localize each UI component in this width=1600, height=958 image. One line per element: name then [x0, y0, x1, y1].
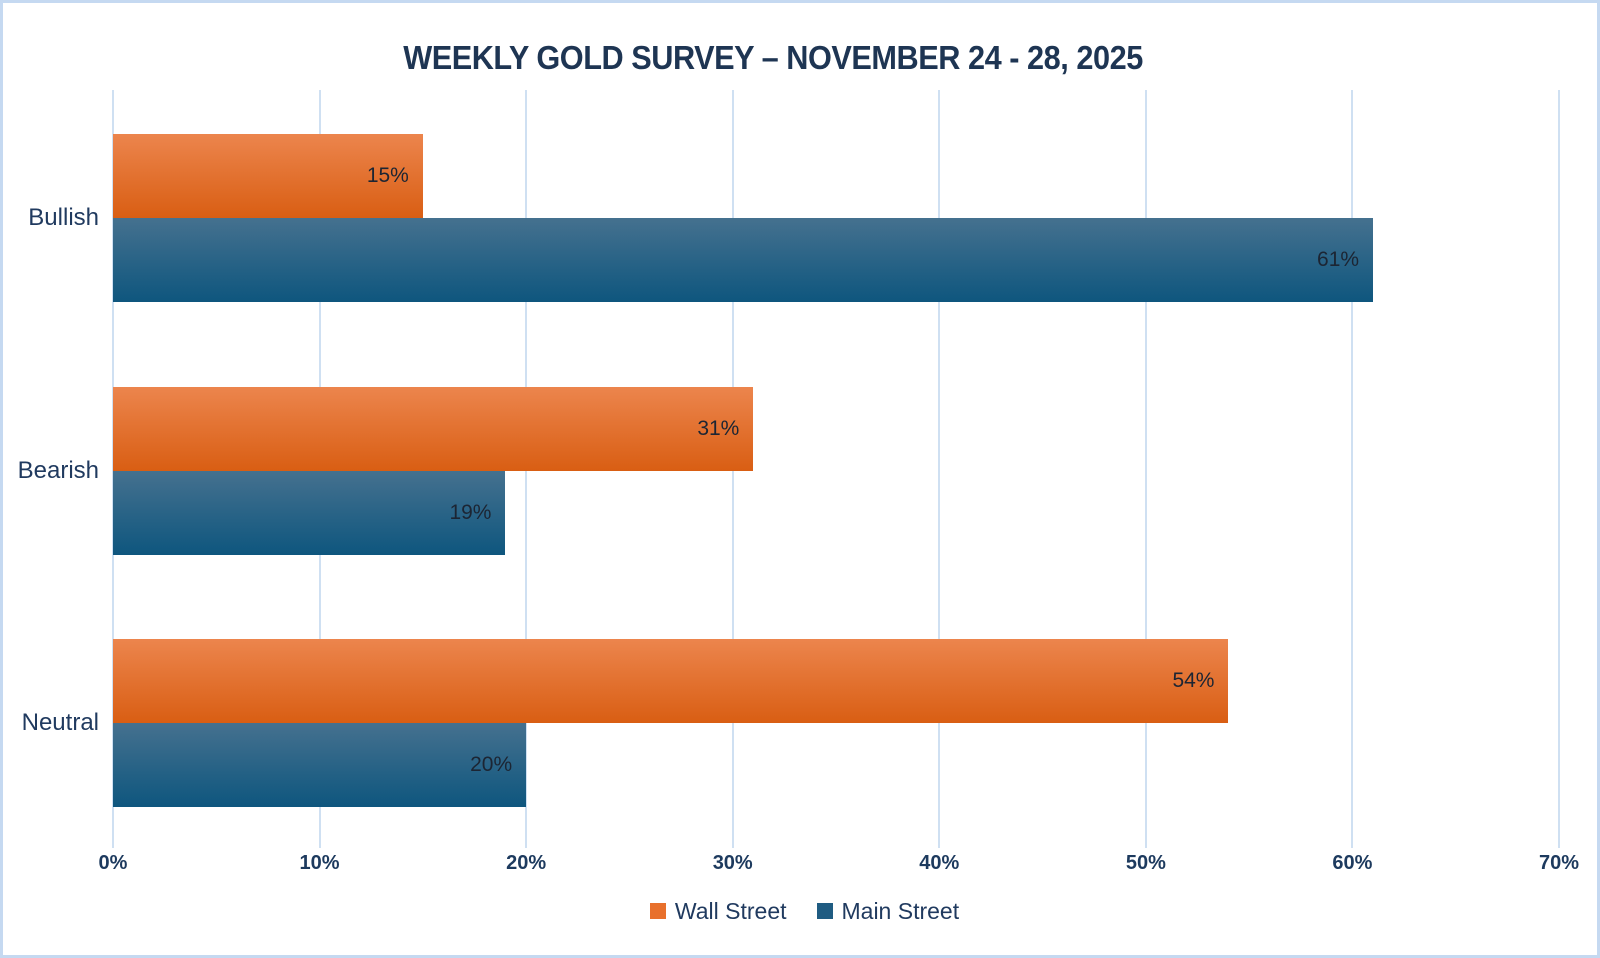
x-axis-tick-label: 0% [98, 852, 128, 874]
bar-wall-street-bearish: 31% [113, 386, 754, 471]
value-label: 20% [470, 753, 513, 777]
legend-swatch-wall-street [649, 903, 666, 919]
legend-item-main-street: Main Street [816, 897, 960, 925]
chart-title: WEEKLY GOLD SURVEY – NOVEMBER 24 - 28, 2… [403, 39, 1143, 76]
x-axis-tick-label: 70% [1538, 852, 1580, 874]
category-label-bullish: Bullish [28, 204, 99, 231]
legend-swatch-main-street [816, 903, 833, 919]
value-label: 31% [697, 416, 740, 440]
value-label: 15% [366, 164, 409, 187]
bar-wall-street-bullish: 15% [113, 134, 423, 218]
bar-main-street-neutral: 20% [113, 723, 527, 808]
x-axis-tick-label: 20% [506, 852, 547, 874]
bar-main-street-bullish: 61% [113, 218, 1374, 302]
legend-label: Main Street [841, 897, 960, 924]
legend: Wall Street Main Street [12, 894, 1597, 928]
value-label: 19% [449, 500, 492, 524]
legend-item-wall-street: Wall Street [649, 897, 787, 925]
x-axis-tick-label: 50% [1125, 852, 1166, 874]
category-label-neutral: Neutral [21, 709, 99, 737]
x-axis-tick-label: 30% [712, 852, 753, 874]
value-label: 54% [1172, 669, 1215, 693]
legend-label: Wall Street [674, 897, 787, 924]
plot-area: 0% 10% 20% 30% 40% 50% 60% 70% Bullish 15% 61% Bear… [18, 90, 1579, 874]
gridline [1144, 90, 1147, 848]
x-axis-tick-label: 40% [919, 852, 960, 874]
gridline [1558, 90, 1560, 848]
bar-wall-street-neutral: 54% [113, 639, 1229, 724]
gridline [938, 90, 941, 848]
x-axis-tick-label: 10% [299, 852, 340, 874]
gridline [1351, 90, 1354, 848]
x-axis-tick-label: 60% [1332, 852, 1373, 874]
value-label: 61% [1317, 248, 1360, 271]
category-label-bearish: Bearish [17, 456, 99, 484]
bar-main-street-bearish: 19% [113, 470, 506, 555]
